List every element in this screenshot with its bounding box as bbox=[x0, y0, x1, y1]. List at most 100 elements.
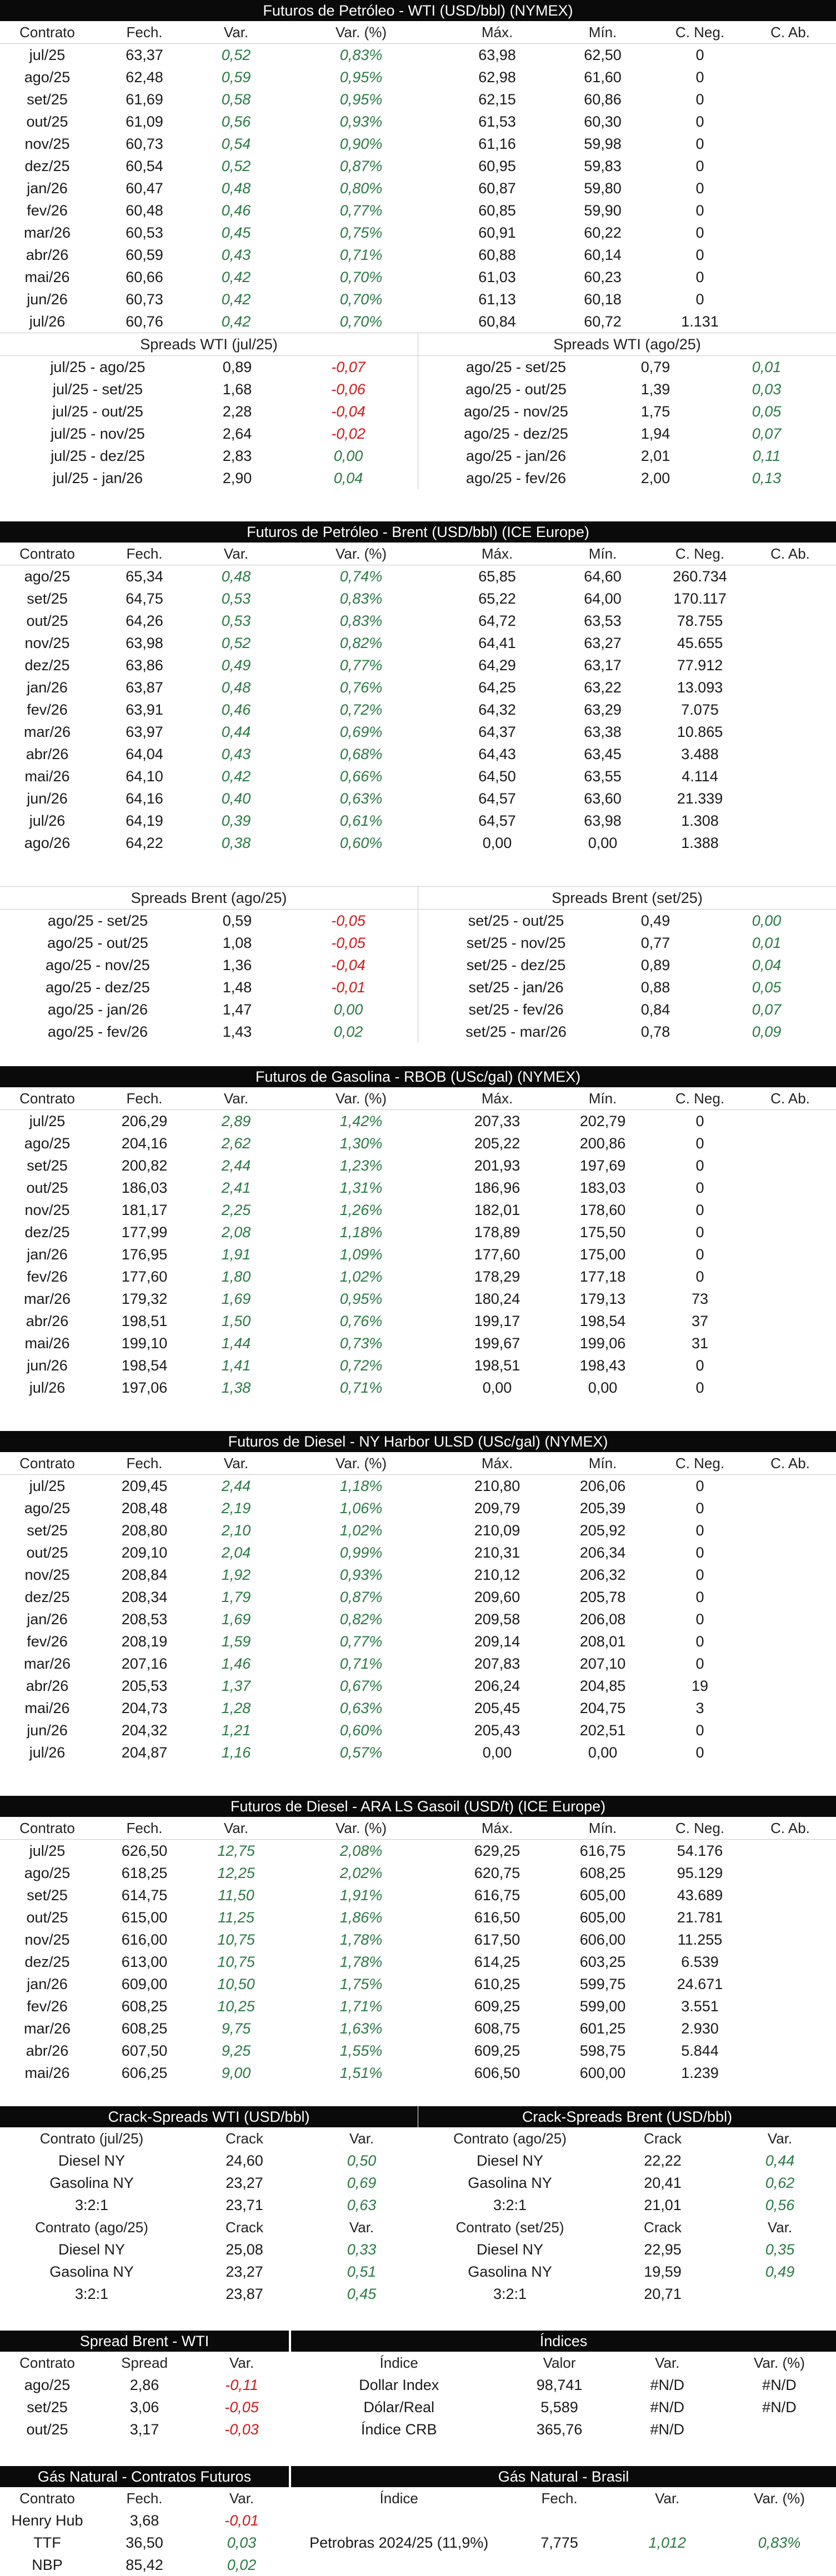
brent-cell-low: 63,45 bbox=[584, 745, 622, 762]
wti-cell-low: 59,98 bbox=[584, 135, 622, 152]
wti-cell-volume: 0 bbox=[695, 135, 704, 152]
rbob-cell-change: 2,89 bbox=[221, 1112, 251, 1129]
gasoil-cell-low: 605,00 bbox=[579, 1886, 626, 1904]
column-header-varpct: Var. (%) bbox=[336, 1454, 387, 1472]
gas-contract: TTF bbox=[33, 2534, 61, 2551]
wti-cell-volume: 0 bbox=[695, 179, 704, 197]
wti-cell-contract: set/25 bbox=[27, 91, 68, 108]
wti-cell-change: 0,42 bbox=[221, 268, 251, 285]
index-name: Dólar/Real bbox=[363, 2398, 434, 2416]
column-header-valor: Valor bbox=[543, 2354, 576, 2371]
gasoil-cell-change: 10,50 bbox=[217, 1975, 255, 1992]
brent_spreads-cell-pair: ago/25 - out/25 bbox=[47, 934, 148, 951]
crack-section: Crack-Spreads WTI (USD/bbl) Contrato (jul… bbox=[0, 2106, 836, 2305]
wti_spreads-cell-value: 2,64 bbox=[222, 425, 252, 442]
wti-cell-contract: jul/26 bbox=[29, 313, 66, 330]
gasoil-row: dez/25 613,00 10,75 1,78% 614,25 603,25 6.539 bbox=[0, 1951, 836, 1973]
brent-cell-contract: mai/26 bbox=[24, 767, 70, 785]
wti_spreads-cell-pair: jul/25 - out/25 bbox=[52, 403, 143, 420]
rbob-cell-low: 175,00 bbox=[579, 1246, 626, 1263]
wti-cell-change: 0,42 bbox=[221, 313, 251, 330]
brent-cell-volume: 3.488 bbox=[681, 745, 719, 762]
rbob-spacer bbox=[0, 1399, 836, 1431]
gasoil-cell-contract: dez/25 bbox=[24, 1953, 70, 1970]
brent-cell-low: 63,55 bbox=[584, 767, 622, 785]
brent-cell-contract: out/25 bbox=[26, 612, 68, 629]
ulsd-cell-change-pct: 0,93% bbox=[339, 1566, 383, 1583]
ulsd-cell-change: 2,19 bbox=[221, 1499, 251, 1517]
rbob-row: abr/26 198,51 1,50 0,76% 199,17 198,54 37 bbox=[0, 1310, 836, 1332]
brent-cell-high: 65,85 bbox=[478, 568, 516, 585]
wti_spreads-cell-pair: jul/25 - dez/25 bbox=[51, 447, 145, 464]
crack-value: 23,27 bbox=[226, 2174, 263, 2191]
column-header-fech: Fech. bbox=[126, 1819, 163, 1836]
ulsd-cell-high: 0,00 bbox=[482, 1744, 512, 1761]
gasoil-cell-close: 614,75 bbox=[121, 1886, 168, 1904]
gasoil-cell-contract: abr/26 bbox=[26, 2042, 69, 2059]
brent-cell-volume: 78.755 bbox=[677, 612, 723, 629]
ulsd-cell-volume: 0 bbox=[695, 1721, 704, 1739]
brent_spreads-row: ago/25 - set/25 0,59 -0,05 bbox=[0, 910, 418, 932]
indices-header: Índice Valor Var. Var. (%) bbox=[291, 2352, 836, 2374]
crack-product: Diesel NY bbox=[58, 2241, 126, 2258]
gasoil-cell-volume: 21.781 bbox=[677, 1909, 723, 1926]
wti-row: mar/26 60,53 0,45 0,75% 60,91 60,22 0 bbox=[0, 222, 836, 244]
column-header-min: Mín. bbox=[588, 545, 617, 562]
wti_spreads-cell-change: 0,00 bbox=[333, 447, 363, 464]
brent_spreads-cell-value: 0,89 bbox=[640, 956, 670, 973]
brent-cell-low: 63,22 bbox=[584, 679, 622, 696]
ulsd-cell-high: 209,14 bbox=[474, 1633, 520, 1650]
brent-row: out/25 64,26 0,53 0,83% 64,72 63,53 78.755 bbox=[0, 610, 836, 632]
ulsd-cell-change-pct: 1,06% bbox=[339, 1499, 383, 1517]
gasoil-section: Futuros de Diesel - ARA LS Gasoil (USD/t… bbox=[0, 1796, 836, 2084]
brent_spreads-cell-change: 0,05 bbox=[752, 978, 782, 996]
crack-product: Diesel NY bbox=[58, 2152, 126, 2169]
wti-cell-change: 0,58 bbox=[221, 91, 251, 108]
rbob-cell-change: 1,50 bbox=[221, 1312, 251, 1329]
gasoil-cell-change: 11,25 bbox=[218, 1909, 254, 1926]
ulsd-cell-high: 210,12 bbox=[474, 1566, 520, 1583]
rbob-cell-change-pct: 1,18% bbox=[339, 1223, 383, 1241]
ulsd-cell-low: 206,08 bbox=[579, 1610, 626, 1628]
gasoil-row: ago/25 618,25 12,25 2,02% 620,75 608,25 95.129 bbox=[0, 1862, 836, 1884]
wti-cell-change-pct: 0,77% bbox=[339, 202, 383, 219]
index-value: 98,741 bbox=[536, 2376, 583, 2393]
gasoil-cell-contract: mar/26 bbox=[23, 2020, 71, 2037]
rbob-cell-change-pct: 1,42% bbox=[339, 1112, 383, 1129]
brent_spreads-row: set/25 - nov/25 0,77 0,01 bbox=[418, 932, 836, 954]
gasoil-cell-high: 608,75 bbox=[474, 2020, 520, 2037]
rbob-row: mar/26 179,32 1,69 0,95% 180,24 179,13 73 bbox=[0, 1288, 836, 1310]
wti_spreads-row: ago/25 - dez/25 1,94 0,07 bbox=[418, 423, 836, 445]
crack-change: 0,44 bbox=[765, 2152, 795, 2169]
gas-change: 0,03 bbox=[227, 2534, 257, 2551]
ulsd-cell-low: 207,10 bbox=[579, 1655, 626, 1672]
column-header-fech: Fech. bbox=[126, 23, 163, 41]
ulsd-cell-close: 204,32 bbox=[121, 1721, 168, 1739]
wti-cell-high: 62,98 bbox=[478, 68, 516, 86]
brent-cell-close: 64,75 bbox=[126, 590, 163, 607]
gasoil-cell-low: 598,75 bbox=[579, 2042, 626, 2059]
column-header-var: Var. bbox=[223, 1819, 249, 1836]
wti_spreads-cell-change: 0,13 bbox=[752, 469, 782, 486]
ulsd-cell-close: 209,10 bbox=[121, 1544, 168, 1561]
brent_spreads-left-title: Spreads Brent (ago/25) bbox=[0, 887, 418, 910]
rbob-cell-high: 182,01 bbox=[474, 1201, 520, 1218]
ulsd-cell-close: 208,34 bbox=[121, 1588, 168, 1605]
crack-right-panel: Crack-Spreads Brent (USD/bbl) Contrato (a… bbox=[418, 2106, 836, 2305]
rbob-cell-high: 205,22 bbox=[474, 1134, 520, 1152]
crack-row: 3:2:1 23,71 0,63 bbox=[0, 2194, 418, 2216]
brent_spreads-cell-value: 0,77 bbox=[640, 934, 670, 951]
gasoil-cell-volume: 24.671 bbox=[677, 1975, 723, 1992]
column-header-min: Mín. bbox=[588, 23, 617, 41]
wti_spreads-cell-change: 0,01 bbox=[752, 358, 782, 375]
crack-change: 0,56 bbox=[765, 2196, 795, 2213]
spread-change: -0,11 bbox=[225, 2376, 258, 2393]
crack-change: 0,49 bbox=[765, 2263, 795, 2280]
rbob-cell-high: 180,24 bbox=[474, 1290, 520, 1307]
ulsd-cell-low: 205,92 bbox=[579, 1522, 626, 1539]
rbob-cell-close: 177,99 bbox=[121, 1223, 168, 1241]
spread-indices-spacer bbox=[0, 2441, 836, 2466]
ulsd-cell-volume: 0 bbox=[695, 1588, 704, 1605]
brent-cell-volume: 7.075 bbox=[681, 701, 719, 718]
rbob-cell-change: 1,91 bbox=[221, 1246, 251, 1263]
